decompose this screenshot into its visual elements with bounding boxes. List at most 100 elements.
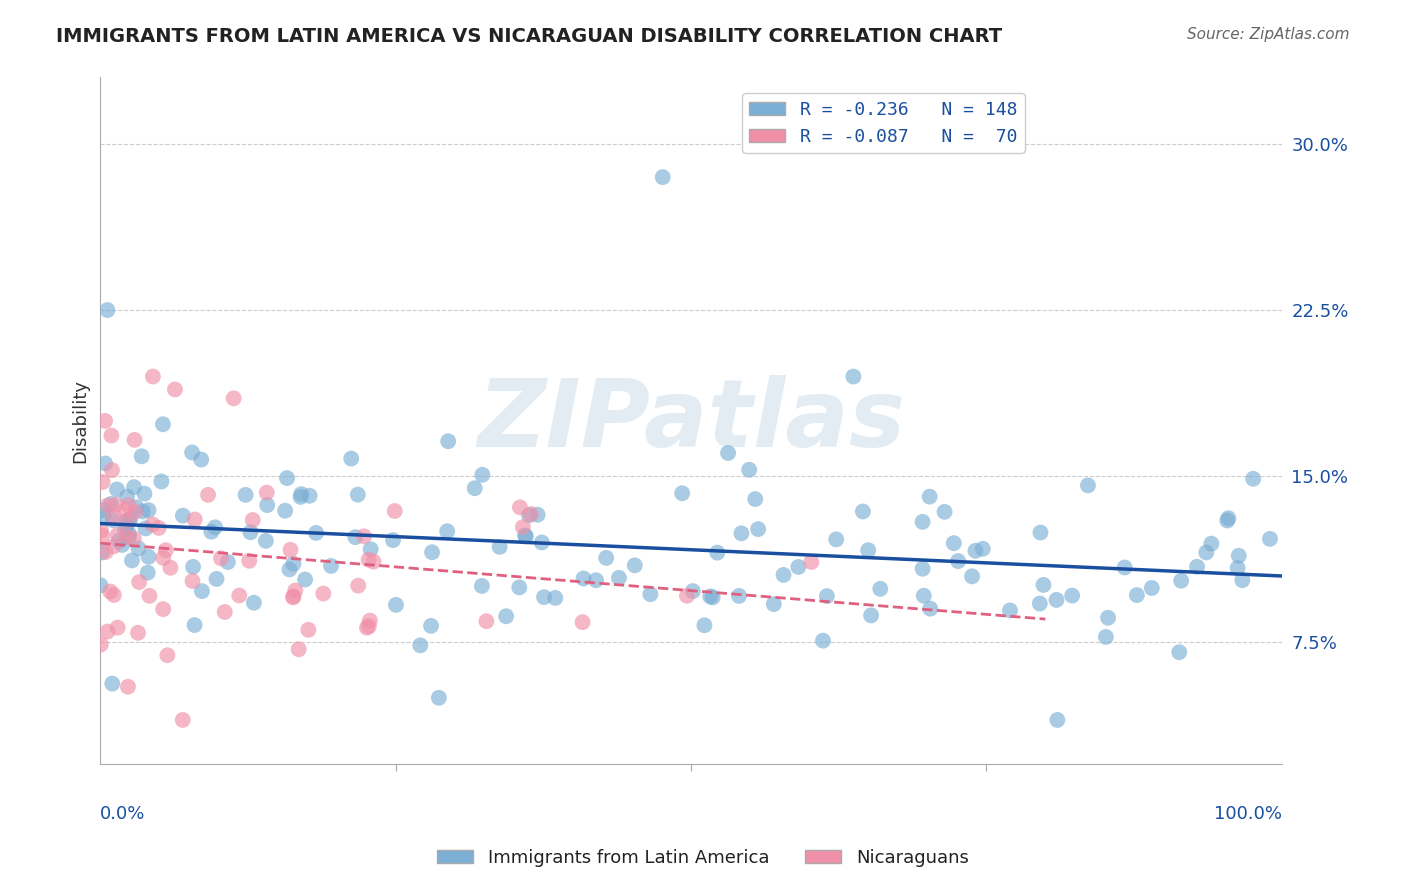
Point [114,503,136,517]
Point [89,578,111,592]
Point [91,475,114,489]
Point [284,583,307,598]
Point [671,486,693,500]
Point [200,524,222,539]
Point [346,488,368,502]
Point [94,457,117,471]
Point [204,520,226,534]
Point [340,451,363,466]
Point [436,524,458,539]
Point [228,589,250,603]
Point [274,504,297,518]
Point [135,521,157,535]
Point [183,512,205,526]
Point [120,512,142,526]
Point [471,579,494,593]
Point [1095,630,1118,644]
Point [1114,560,1136,574]
Point [1227,549,1250,563]
Legend: Immigrants from Latin America, Nicaraguans: Immigrants from Latin America, Nicaragua… [430,842,976,874]
Point [920,601,942,615]
Point [128,575,150,590]
Point [205,572,228,586]
Point [1226,561,1249,575]
Point [517,508,540,523]
Point [117,513,139,527]
Point [912,589,935,603]
Point [960,569,983,583]
Point [702,591,724,605]
Point [107,527,129,541]
Point [183,618,205,632]
Point [515,529,537,543]
Point [101,676,124,690]
Point [512,520,534,534]
Legend: R = -0.236   N = 148, R = -0.087   N =  70: R = -0.236 N = 148, R = -0.087 N = 70 [742,94,1025,153]
Point [121,553,143,567]
Point [217,555,239,569]
Point [276,471,298,485]
Point [91,529,114,543]
Point [488,540,510,554]
Point [238,554,260,568]
Point [918,490,941,504]
Point [738,463,761,477]
Point [134,486,156,500]
Point [762,597,785,611]
Point [359,614,381,628]
Point [107,534,129,549]
Point [114,522,136,536]
Point [356,621,378,635]
Point [256,498,278,512]
Point [155,543,177,558]
Point [942,536,965,550]
Point [800,555,823,569]
Point [1045,593,1067,607]
Point [471,467,494,482]
Point [239,525,262,540]
Point [533,590,555,604]
Point [520,507,543,521]
Point [772,568,794,582]
Point [1170,574,1192,588]
Point [128,541,150,556]
Point [222,392,245,406]
Point [209,551,232,566]
Point [96,303,118,318]
Point [437,434,460,449]
Point [152,417,174,432]
Point [138,589,160,603]
Point [623,558,645,573]
Point [156,648,179,663]
Text: IMMIGRANTS FROM LATIN AMERICA VS NICARAGUAN DISABILITY CORRELATION CHART: IMMIGRANTS FROM LATIN AMERICA VS NICARAG… [56,27,1002,45]
Point [100,428,122,442]
Point [122,480,145,494]
Point [357,552,380,566]
Point [1168,645,1191,659]
Point [693,618,716,632]
Point [298,489,321,503]
Point [508,581,530,595]
Point [172,713,194,727]
Point [1201,537,1223,551]
Text: 100.0%: 100.0% [1213,805,1282,823]
Point [1241,472,1264,486]
Point [382,533,405,547]
Point [730,526,752,541]
Point [676,589,699,603]
Point [115,490,138,504]
Point [464,481,486,495]
Point [150,475,173,489]
Point [125,500,148,515]
Point [1062,589,1084,603]
Point [104,498,127,512]
Point [1097,611,1119,625]
Point [360,542,382,557]
Point [254,533,277,548]
Point [94,545,117,559]
Point [385,598,408,612]
Point [1185,559,1208,574]
Point [142,369,165,384]
Point [163,383,186,397]
Point [965,544,987,558]
